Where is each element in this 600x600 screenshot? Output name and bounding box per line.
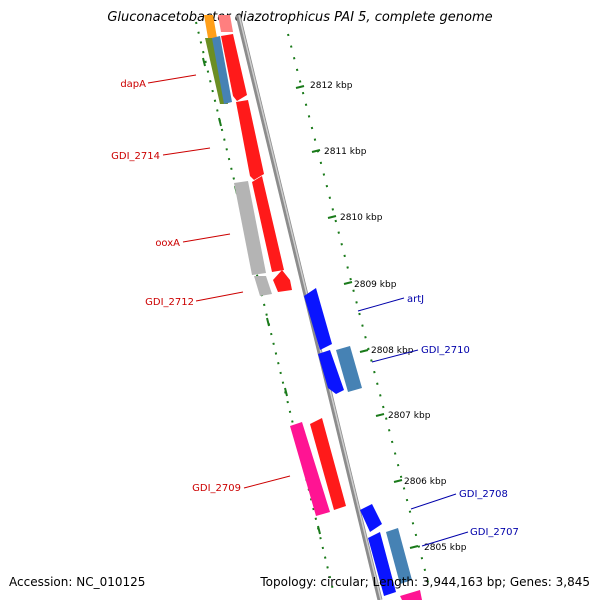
gene-label-ooxA: ooxA — [155, 238, 180, 249]
gene-artJ — [304, 288, 332, 350]
gene-GDI_2709 — [310, 418, 346, 510]
gene-label-GDI_2707: GDI_2707 — [470, 527, 519, 538]
gene-label-GDI_2709: GDI_2709 — [192, 483, 241, 494]
kbp-label: 2805 kbp — [424, 543, 467, 553]
genome-summary: Topology: circular; Length: 3,944,163 bp… — [260, 575, 590, 589]
outer-gene-track — [304, 288, 422, 600]
gene-salmon — [218, 15, 233, 32]
kbp-label: 2809 kbp — [354, 280, 397, 290]
gene-label-GDI_2712: GDI_2712 — [145, 297, 194, 308]
gene-gray-ooxA — [234, 181, 266, 275]
gene-GDI_2714 — [236, 100, 264, 180]
gene-pink — [290, 422, 330, 516]
kbp-label: 2808 kbp — [371, 346, 414, 356]
inner-gene-track — [204, 15, 346, 516]
gene-GDI_2708 — [360, 504, 382, 532]
gene-label-artJ: artJ — [407, 294, 424, 305]
gene-ooxA — [252, 176, 284, 272]
gene-dapA — [221, 34, 247, 101]
gene-GDI_2710 — [336, 346, 362, 392]
label-leaders — [147, 74, 469, 547]
kbp-label: 2806 kbp — [404, 477, 447, 487]
kbp-tick-labels: 2812 kbp 2811 kbp 2810 kbp 2809 kbp 2808… — [310, 81, 467, 553]
gene-GDI_2712 — [273, 270, 292, 292]
gene-blue-2 — [318, 350, 344, 394]
map-title: Gluconacetobacter diazotrophicus PAI 5, … — [107, 10, 493, 25]
gene-GDI_2707 — [386, 528, 412, 584]
kbp-label: 2810 kbp — [340, 213, 383, 223]
kbp-label: 2812 kbp — [310, 81, 353, 91]
kbp-scale — [295, 85, 419, 549]
kbp-label: 2811 kbp — [324, 147, 367, 157]
gene-label-GDI_2714: GDI_2714 — [111, 151, 160, 162]
accession-label: Accession: NC_010125 — [9, 575, 146, 589]
gene-label-GDI_2708: GDI_2708 — [459, 489, 508, 500]
gene-gray-small — [254, 276, 272, 296]
gene-pink-bottom — [400, 590, 422, 600]
gene-label-GDI_2710: GDI_2710 — [421, 345, 470, 356]
kbp-label: 2807 kbp — [388, 411, 431, 421]
gene-steel-left — [212, 36, 232, 104]
gene-orange — [204, 15, 217, 38]
gene-labels: dapA GDI_2714 ooxA GDI_2712 GDI_2709 art… — [111, 79, 519, 538]
gene-label-dapA: dapA — [120, 79, 146, 90]
gene-blue-4 — [368, 532, 396, 596]
